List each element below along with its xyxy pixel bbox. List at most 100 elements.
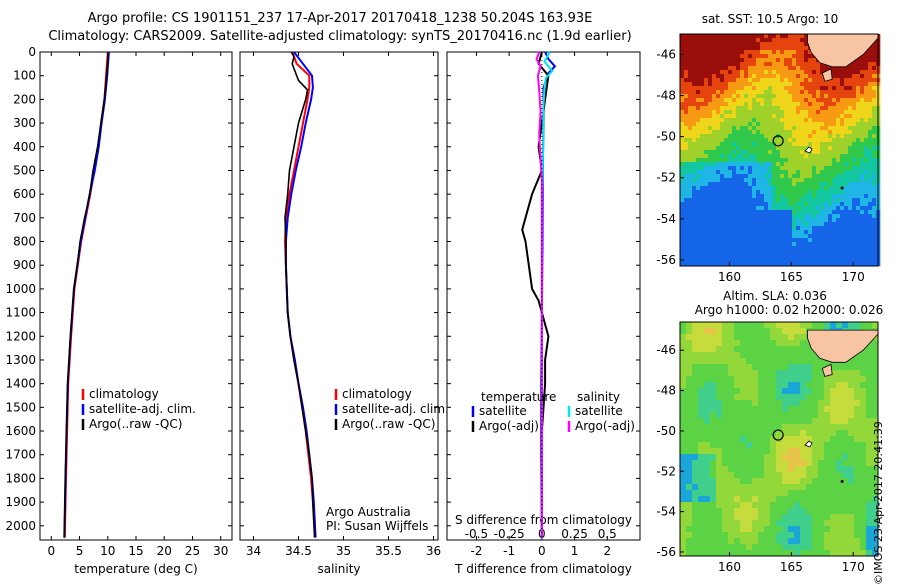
map-cell: [708, 150, 713, 155]
map-cell: [808, 162, 813, 167]
map-cell: [796, 46, 801, 51]
map-cell: [736, 202, 741, 207]
map-cell: [764, 490, 771, 497]
map-cell: [832, 86, 837, 91]
map-cell: [860, 502, 867, 509]
map-cell: [852, 134, 857, 139]
map-cell: [708, 142, 713, 147]
map-cell: [848, 86, 853, 91]
map-cell: [820, 74, 825, 79]
map-cell: [724, 250, 729, 255]
map-cell: [784, 150, 789, 155]
map-cell: [756, 114, 761, 119]
map-cell: [848, 194, 853, 199]
map-cell: [728, 246, 733, 251]
map-cell: [806, 346, 813, 353]
map-cell: [760, 118, 765, 123]
map-cell: [868, 210, 873, 215]
map-cell: [792, 142, 797, 147]
map-cell: [692, 472, 699, 479]
map-cell: [736, 58, 741, 63]
map-cell: [758, 520, 765, 527]
map-cell: [788, 74, 793, 79]
map-cell: [764, 66, 769, 71]
map-cell: [796, 138, 801, 143]
map-cell: [688, 58, 693, 63]
map-cell: [816, 238, 821, 243]
map-cell: [860, 166, 865, 171]
map-title-line: Altim. SLA: 0.036: [723, 289, 827, 303]
map-cell: [792, 122, 797, 127]
map-cell: [852, 234, 857, 239]
map-cell: [812, 162, 817, 167]
map-cell: [812, 206, 817, 211]
map-cell: [740, 370, 747, 377]
map-cell: [710, 370, 717, 377]
map-cell: [712, 34, 717, 39]
map-cell: [780, 242, 785, 247]
map-cell: [712, 198, 717, 203]
map-cell: [868, 170, 873, 175]
map-cell: [788, 210, 793, 215]
map-cell: [732, 182, 737, 187]
map-cell: [784, 166, 789, 171]
map-cell: [854, 496, 861, 503]
map-cell: [764, 238, 769, 243]
map-cell: [684, 50, 689, 55]
map-cell: [688, 78, 693, 83]
map-cell: [776, 478, 783, 485]
top-tick-label: -0.5: [465, 527, 488, 541]
depth-tick-label: 1400: [5, 377, 36, 391]
map-cell: [868, 90, 873, 95]
map-cell: [752, 182, 757, 187]
map-cell: [812, 134, 817, 139]
map-cell: [776, 538, 783, 545]
map-cell: [784, 130, 789, 135]
map-cell: [704, 466, 711, 473]
map-cell: [794, 412, 801, 419]
map-cell: [768, 242, 773, 247]
map-cell: [808, 66, 813, 71]
map-cell: [792, 174, 797, 179]
depth-tick-label: 1800: [5, 471, 36, 485]
map-cell: [796, 170, 801, 175]
map-cell: [840, 90, 845, 95]
map-cell: [800, 174, 805, 179]
map-cell: [708, 234, 713, 239]
map-cell: [760, 110, 765, 115]
map-cell: [824, 166, 829, 171]
map-cell: [768, 34, 773, 39]
map-cell: [732, 54, 737, 59]
map-cell: [848, 520, 855, 527]
map-cell: [796, 90, 801, 95]
map-cell: [872, 490, 879, 497]
map-cell: [868, 242, 873, 247]
map-cell: [740, 74, 745, 79]
map-cell: [764, 472, 771, 479]
map-cell: [716, 102, 721, 107]
map-cell: [734, 436, 741, 443]
map-cell: [848, 424, 855, 431]
map-cell: [848, 142, 853, 147]
map-cell: [716, 50, 721, 55]
map-cell: [860, 90, 865, 95]
map-cell: [712, 174, 717, 179]
map-cell: [800, 544, 807, 551]
map-cell: [692, 262, 697, 267]
map-cell: [770, 490, 777, 497]
map-cell: [824, 478, 831, 485]
map-cell: [688, 42, 693, 47]
map-cell: [792, 150, 797, 155]
map-cell: [736, 210, 741, 215]
map-cell: [800, 550, 807, 557]
map-cell: [764, 198, 769, 203]
map-cell: [830, 448, 837, 455]
map-cell: [776, 126, 781, 131]
map-cell: [808, 254, 813, 259]
map-cell: [808, 118, 813, 123]
map-cell: [768, 150, 773, 155]
map-cell: [836, 198, 841, 203]
map-cell: [844, 98, 849, 103]
map-cell: [808, 102, 813, 107]
map-cell: [804, 138, 809, 143]
